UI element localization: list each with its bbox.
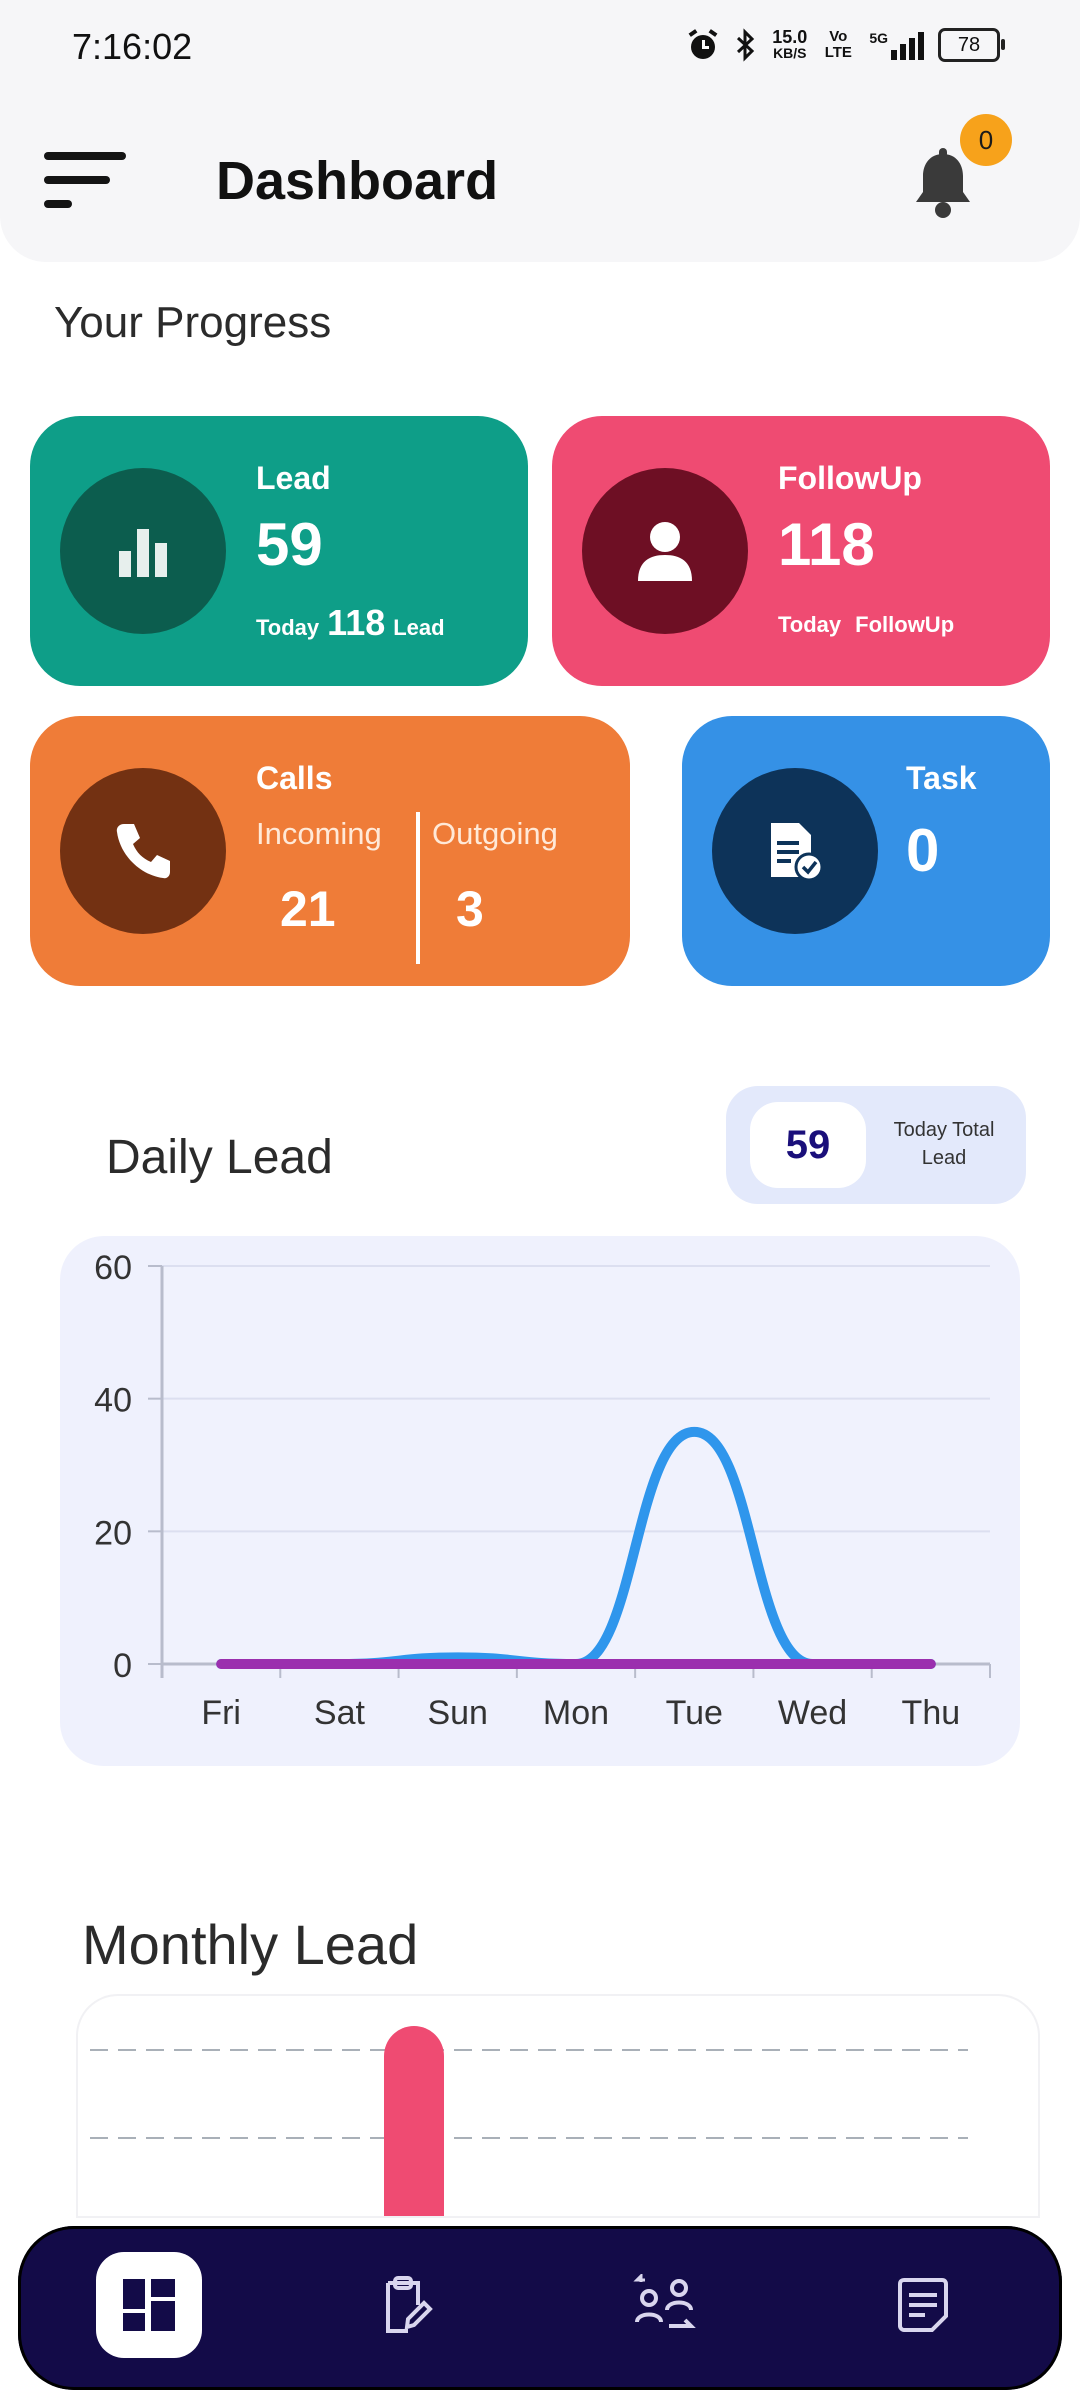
battery-icon: 78 [938,28,1005,62]
y-tick-label: 0 [113,1647,132,1685]
calls-icon-circle [60,768,226,934]
x-tick-label: Wed [778,1694,847,1732]
task-icon-circle [712,768,878,934]
incoming-value: 21 [280,881,336,937]
followup-icon-circle [582,468,748,634]
x-tick-label: Fri [201,1694,241,1732]
monthly-bar [384,2026,444,2216]
incoming-label: Incoming [256,816,382,851]
signal-bar-icon [918,32,924,60]
x-tick-label: Thu [902,1694,961,1732]
outgoing-label: Outgoing [432,816,558,851]
x-tick-label: Mon [543,1694,609,1732]
lead-value: 59 [256,511,323,578]
signal-indicator: 5G [869,30,924,60]
followup-today-suffix: FollowUp [855,612,955,637]
calls-divider [416,812,420,964]
status-icons: 15.0 KB/S Vo LTE 5G 78 [686,27,1005,62]
followup-today-line: Today FollowUp [778,612,954,638]
task-value: 0 [906,817,940,884]
app-bar: Dashboard 0 [0,90,1080,262]
daily-lead-chart: 0 20 40 60 Fri Sat Sun Mon Tue Wed Thu [60,1236,1020,1766]
lead-today-line: Today 118 Lead [256,602,445,644]
net-speed: 15.0 KB/S [772,27,808,61]
signal-bar-icon [891,50,897,60]
nav-item-tasks[interactable] [354,2252,460,2358]
x-tick-label: Sun [427,1694,488,1732]
nav-item-users[interactable] [612,2252,718,2358]
daily-lead-chart-svg: 0 20 40 60 Fri Sat Sun Mon Tue Wed Thu [94,1249,991,1732]
followup-value: 118 [778,511,875,578]
x-tick-label: Sat [314,1694,366,1732]
menu-icon[interactable] [44,152,126,210]
volte-indicator: Vo LTE [824,28,852,61]
bottom-nav [18,2226,1062,2390]
signal-bar-icon [909,38,915,60]
lead-icon-circle [60,468,226,634]
lead-label: Lead [256,460,331,496]
notes-icon [898,2278,948,2332]
bell-icon[interactable] [912,148,974,220]
task-card[interactable]: Task 0 [682,716,1050,986]
section-title-your-progress: Your Progress [54,298,332,347]
y-tick-label: 20 [94,1514,132,1552]
alarm-icon [688,29,718,59]
calls-card[interactable]: Calls Incoming 21 Outgoing 3 [30,716,630,986]
today-total-label: Today Total Lead [893,1119,995,1169]
calls-label: Calls [256,760,333,796]
users-transfer-icon [633,2274,696,2328]
status-time: 7:16:02 [72,26,193,67]
monthly-lead-chart-svg [90,2026,968,2216]
notification-badge: 0 [960,114,1012,166]
status-bar: 7:16:02 15.0 KB/S Vo LTE 5G 78 [0,0,1080,90]
nav-item-notes[interactable] [870,2252,976,2358]
followup-card[interactable]: FollowUp 118 Today FollowUp [552,416,1050,686]
daily-lead-title: Daily Lead [106,1131,333,1184]
today-total-pill: 59 Today Total Lead [726,1086,1026,1204]
battery-level: 78 [957,33,981,56]
outgoing-value: 3 [456,881,484,937]
lead-card[interactable]: Lead 59 Today 118 Lead [30,416,528,686]
plot-area [162,1266,990,1664]
y-tick-label: 60 [94,1249,132,1287]
monthly-lead-title: Monthly Lead [82,1913,419,1976]
nav-item-dashboard[interactable] [96,2252,202,2358]
x-tick-label: Tue [666,1694,723,1732]
lead-today-value: 118 [327,602,386,643]
clipboard-edit-icon [386,2276,433,2333]
followup-today-prefix: Today [778,612,842,637]
phone-icon [116,824,170,879]
document-check-icon [771,823,824,882]
lead-today-suffix: Lead [393,615,445,640]
followup-label: FollowUp [778,460,922,496]
dashboard-icon [123,2279,175,2331]
today-total-value: 59 [750,1102,866,1188]
y-tick-label: 40 [94,1382,132,1420]
bar-chart-icon [119,529,167,577]
bluetooth-icon [737,28,755,62]
monthly-lead-chart [78,1996,1038,2216]
page-title: Dashboard [216,151,499,211]
network-type: 5G [869,30,888,46]
person-icon [638,522,692,581]
lead-today-prefix: Today [256,615,320,640]
task-label: Task [906,760,977,796]
signal-bar-icon [900,44,906,60]
